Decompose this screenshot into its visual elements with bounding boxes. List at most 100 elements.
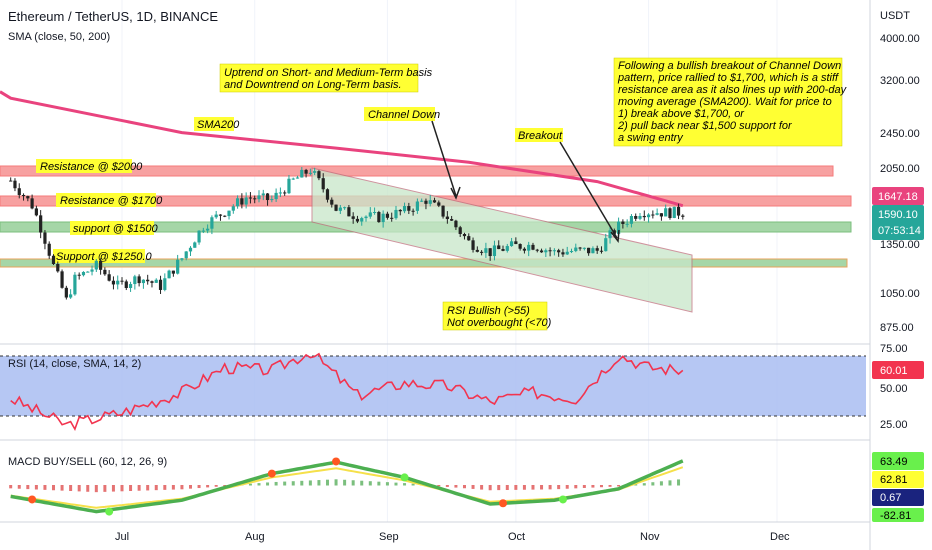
rsi-note-line-1: RSI Bullish (>55) [447,305,530,317]
candle-body [69,294,73,298]
candle-body [193,242,197,248]
candle-body [201,230,205,232]
macd-histogram-bar [291,481,295,486]
candle-body [450,219,454,221]
sma200-tag-text: SMA200 [197,119,240,131]
breakout-tag: Breakout [515,128,620,243]
time-label-aug: Aug [245,531,265,543]
candle-body [578,247,582,249]
macd-histogram-bar [120,485,124,492]
macd-histogram-bar [368,481,372,486]
macd-histogram-bar [394,482,398,486]
macd-histogram-bar [522,485,526,490]
candle-body [235,198,240,207]
macd-histogram-bar [317,480,321,486]
macd-histogram-bar [111,485,115,492]
candle-body [480,251,484,253]
candle-body [651,214,655,216]
macd-histogram-bar [26,485,30,490]
candle-body [467,236,471,241]
candle-body [81,271,86,276]
candle-body [415,201,419,211]
candle-body [360,218,364,222]
macd-cross-dot [105,507,114,516]
macd-histogram-bar [163,485,167,490]
candle-body [544,250,548,253]
macd-histogram-bar [565,485,569,489]
candle-body [445,216,449,220]
macd-histogram-bar [557,485,561,490]
macd-histogram-bar [462,485,466,489]
candle-body [599,250,604,252]
candle-body [171,270,175,274]
analysis-line-4: moving average (SMA200). Wait for price … [618,96,832,108]
last-price-badge: 1590.10 07:53:14 [872,205,924,240]
rsi-note: RSI Bullish (>55) Not overbought (<70) [442,301,552,331]
candle-body [133,276,137,285]
candle-body [30,198,34,209]
macd-histogram-bar [540,485,544,490]
macd-histogram-bar [266,482,270,486]
candle-body [265,193,270,201]
macd-histogram-bar [34,485,38,490]
candle-body [355,218,360,222]
macd-histogram-bar [548,485,552,490]
price-tick-2050: 2050.00 [880,163,920,175]
price-tick-875: 875.00 [880,322,914,334]
macd-value-1: 63.49 [872,452,924,470]
sma-value-badge: 1647.18 [872,187,924,205]
candle-body [231,206,235,211]
candle-body [26,196,30,199]
candle-body [569,251,574,253]
macd-histogram-bar [308,480,312,486]
macd-histogram-bar [385,482,389,486]
macd-histogram-bar [471,485,475,489]
candle-body [629,216,634,224]
macd-histogram-bar [69,485,73,492]
candle-body [304,169,308,174]
macd-histogram-bar [360,480,364,486]
macd-histogram-bar [129,485,133,492]
candle-body [522,248,527,251]
svg-text:1590.10: 1590.10 [878,209,918,221]
price-tick-1050: 1050.00 [880,288,920,300]
candle-body [214,214,218,218]
candle-body [608,230,612,239]
macd-histogram-bar [197,485,201,489]
candle-body [146,279,150,282]
svg-text:-82.81: -82.81 [880,510,911,522]
macd-histogram-bar [651,482,655,486]
candle-body [120,280,124,282]
candle-body [90,269,94,272]
support-band-1250: Support @ $1250.0 [0,249,848,268]
candle-body [73,274,77,295]
resistance-band-2000: Resistance @ $2000 [0,159,834,177]
candle-body [39,215,43,233]
macd-histogram-bar [94,485,98,493]
chart-title: Ethereum / TetherUS, 1D, BINANCE [8,9,218,24]
trend-note-line-1: Uptrend on Short- and Medium-Term basis [224,67,433,79]
candle-body [411,210,415,212]
macd-histogram-bar [351,480,355,486]
candle-body [330,199,334,205]
macd-histogram-bar [437,485,441,487]
analysis-line-5: 1) break above $1,700, or [618,108,745,120]
candle-body [471,240,475,250]
rsi-tick-75: 75.00 [880,343,908,355]
macd-histogram-bar [617,485,621,487]
candle-body [248,197,253,199]
candle-body [625,223,629,225]
candle-body [291,178,295,180]
price-tick-3200: 3200.00 [880,75,920,87]
candle-body [539,250,544,253]
macd-histogram-bar [659,481,663,486]
candle-body [270,199,274,201]
macd-histogram-bar [86,485,90,492]
candle-body [638,215,642,219]
price-tick-1350: 1350.00 [880,239,920,251]
candle-body [103,269,107,275]
macd-histogram-bar [591,485,595,488]
macd-histogram-bar [531,485,535,490]
time-label-dec: Dec [770,531,790,543]
macd-cross-dot [499,499,508,508]
